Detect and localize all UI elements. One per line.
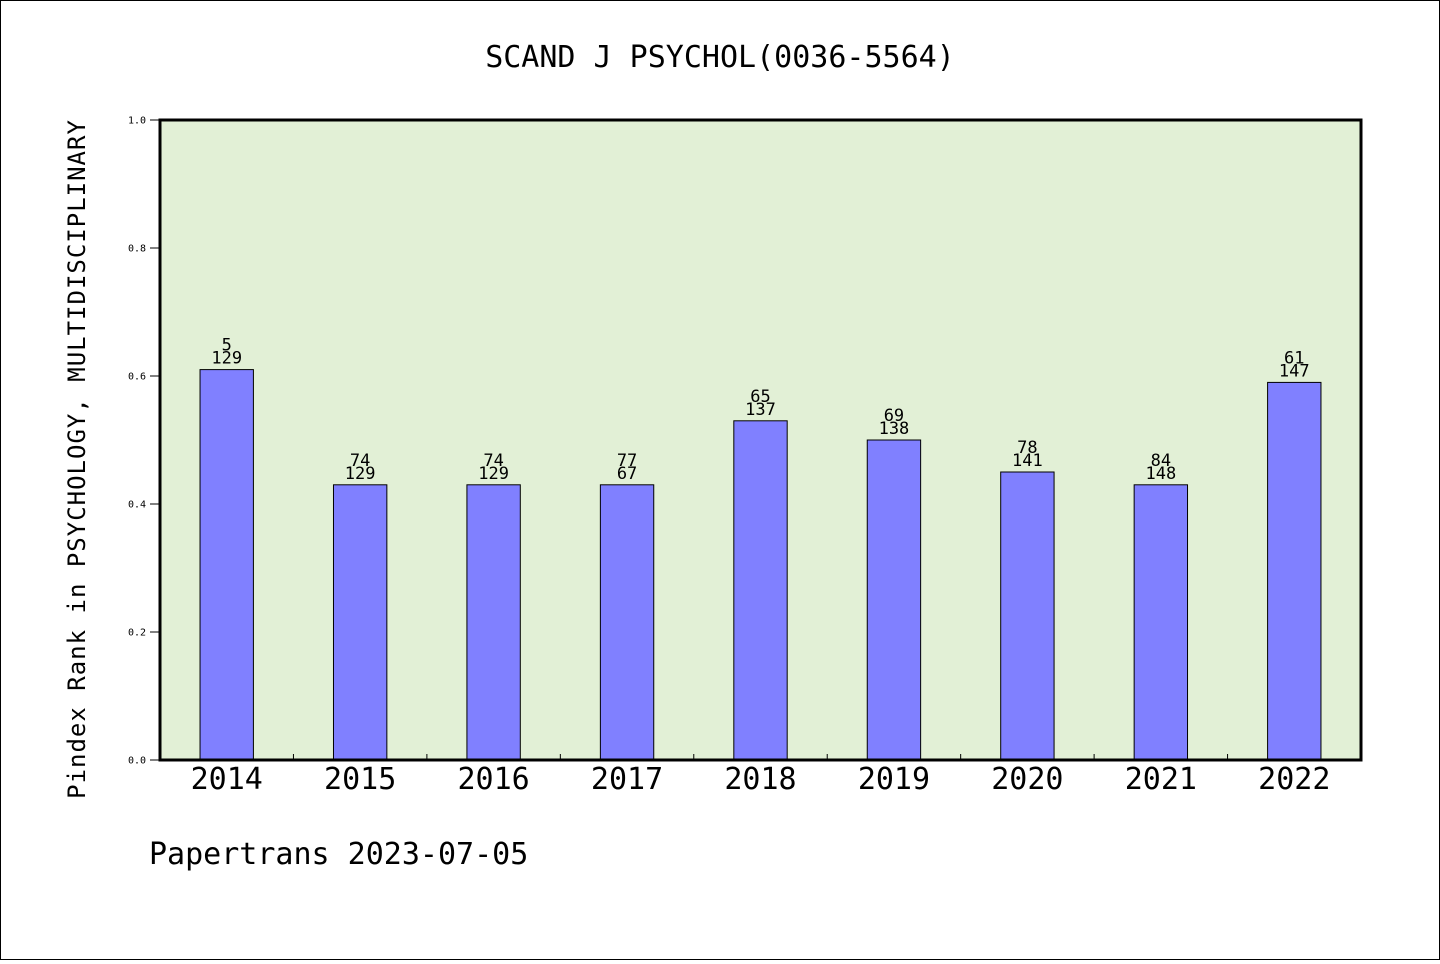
x-tick-label-2019: 2019 — [858, 762, 930, 797]
bar-2015 — [332, 484, 388, 761]
total-label-2016: 129 — [478, 464, 509, 484]
x-tick-label-2020: 2020 — [991, 762, 1063, 797]
x-ticks-group: 2014 2015 2016 2017 2018 2019 2020 2021 2022 — [191, 754, 1330, 797]
bar-2020 — [1000, 471, 1055, 761]
bar-2017 — [599, 484, 655, 761]
bar-2021 — [1133, 484, 1189, 761]
total-label-2014: 129 — [211, 349, 242, 369]
total-label-2018: 137 — [745, 400, 776, 420]
rank-label-2022: 61 — [1284, 348, 1304, 368]
x-tick-label-2021: 2021 — [1125, 762, 1197, 797]
rank-label-2020: 78 — [1017, 438, 1037, 458]
plot-border — [158, 118, 1363, 762]
y-tick-label: 1.0 — [128, 116, 146, 127]
x-tick-label-2014: 2014 — [191, 762, 263, 797]
y-axis-label: Pindex Rank in PSYCHOLOGY, MULTIDISCIPLI… — [63, 119, 91, 799]
x-tick-label-2018: 2018 — [724, 762, 796, 797]
rank-label-2014: 5 — [222, 336, 232, 356]
y-tick-label: 0.2 — [128, 628, 146, 639]
total-label-2020: 141 — [1012, 451, 1043, 471]
rank-label-2015: 74 — [350, 451, 370, 471]
x-tick-label-2016: 2016 — [457, 762, 529, 797]
total-label-2015: 129 — [345, 464, 376, 484]
rank-label-2016: 74 — [483, 451, 503, 471]
rank-label-2021: 84 — [1151, 451, 1171, 471]
total-label-2019: 138 — [879, 419, 910, 439]
x-tick-label-2017: 2017 — [591, 762, 663, 797]
y-tick-label: 0.6 — [128, 372, 146, 383]
x-tick-label-2022: 2022 — [1258, 762, 1330, 797]
rank-label-2019: 69 — [884, 406, 904, 426]
bar-2014 — [199, 369, 254, 761]
bars-group — [199, 369, 1322, 761]
bar-2019 — [866, 439, 922, 761]
y-ticks-group: 0.0 0.2 0.4 0.6 0.8 1.0 — [128, 116, 160, 767]
rank-label-2017: 77 — [617, 451, 637, 471]
chart-title: SCAND J PSYCHOL(0036-5564) — [485, 40, 955, 75]
y-tick-label: 0.4 — [128, 500, 146, 511]
total-label-2017: 67 — [617, 464, 637, 484]
total-label-2021: 148 — [1145, 464, 1176, 484]
y-tick-label: 0.8 — [128, 244, 146, 255]
footer-text: Papertrans 2023-07-05 — [149, 837, 528, 872]
bar-2018 — [733, 420, 788, 761]
y-tick-label: 0.0 — [128, 756, 146, 767]
total-label-2022: 147 — [1279, 361, 1310, 381]
bar-2022 — [1267, 381, 1322, 761]
bar-2016 — [466, 484, 521, 761]
rank-label-2018: 65 — [750, 387, 770, 407]
x-tick-label-2015: 2015 — [324, 762, 396, 797]
